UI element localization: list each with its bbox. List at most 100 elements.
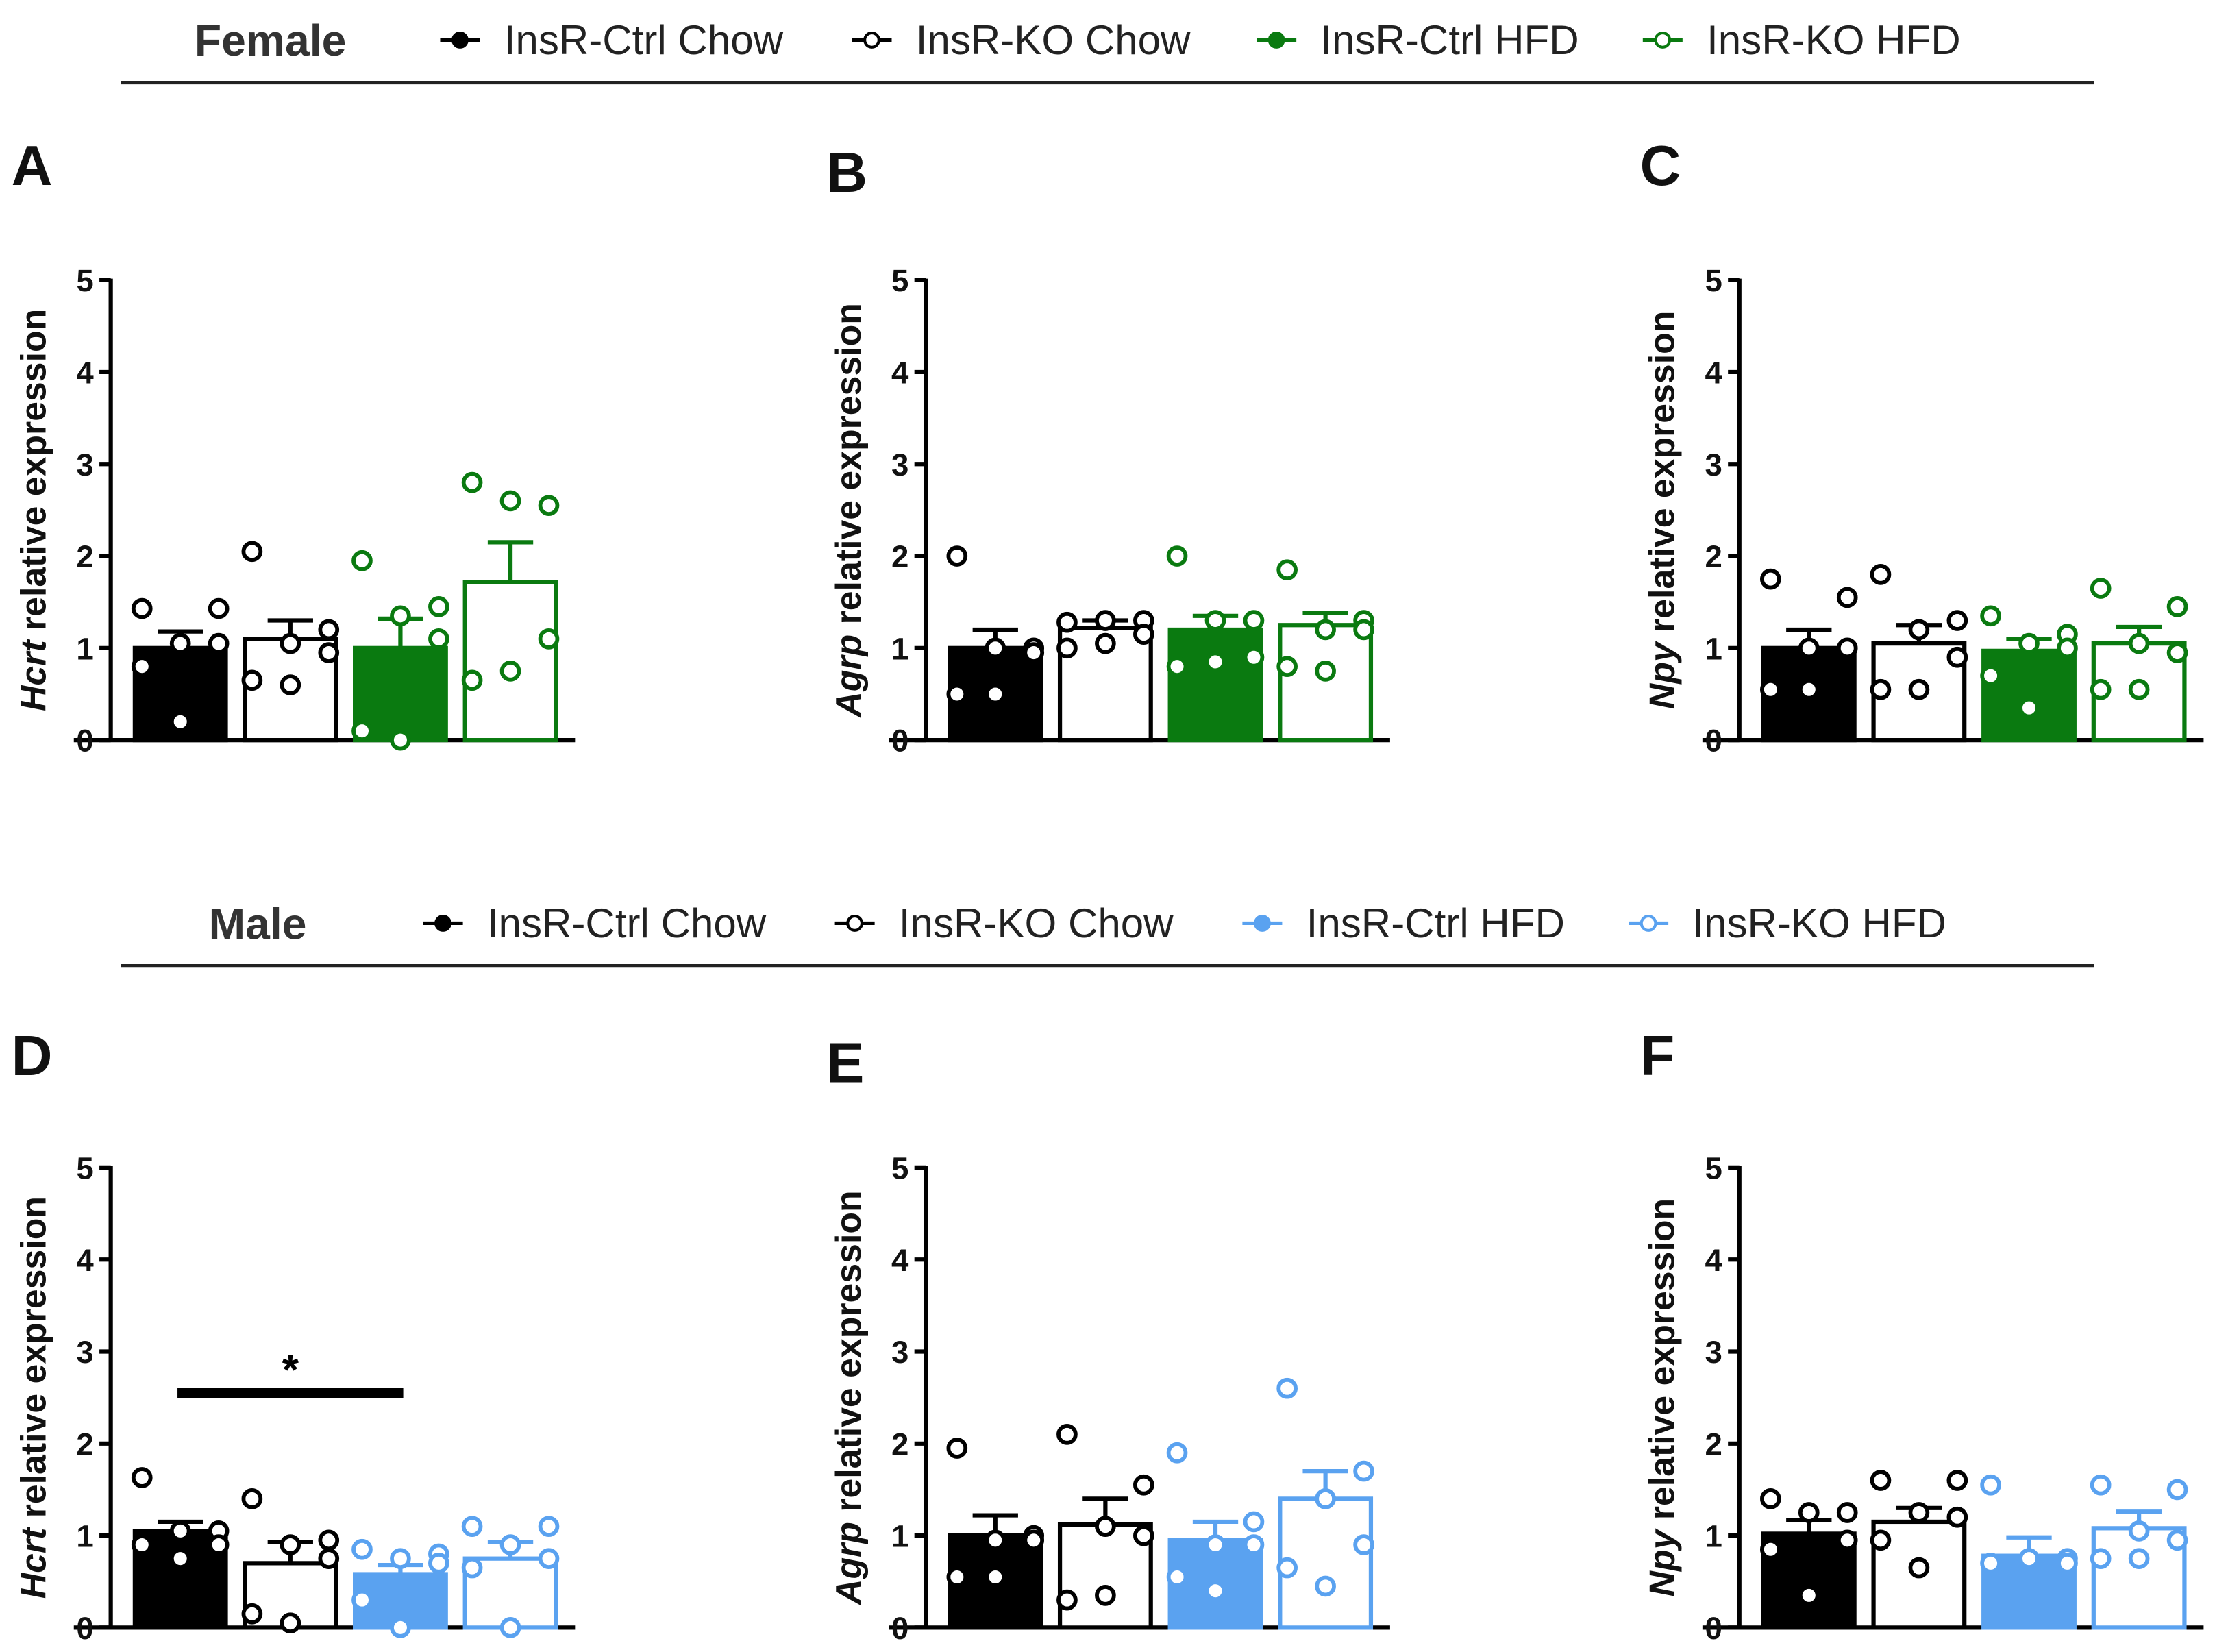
data-point [1980, 665, 2001, 687]
data-point [1908, 1502, 1930, 1523]
data-point [985, 637, 1006, 659]
significance-label: * [282, 1347, 299, 1394]
data-point [390, 1617, 411, 1638]
data-point [1870, 1529, 1892, 1551]
bar-group [131, 597, 230, 743]
y-tick-label: 3 [76, 447, 93, 482]
data-point [1798, 678, 1820, 700]
bar-group [1870, 1470, 1968, 1630]
panel-letter: A [12, 134, 53, 197]
data-point [2090, 1474, 2112, 1496]
data-point [1243, 610, 1265, 631]
data-point [280, 1612, 301, 1634]
y-tick-label: 5 [76, 1151, 93, 1186]
data-point [461, 471, 483, 493]
data-point [1023, 1529, 1045, 1551]
bar-group [241, 1488, 340, 1634]
panel-f: F Npy relative expression 0 1 2 3 4 5 [1640, 1024, 2204, 1646]
bar-group [351, 1538, 449, 1638]
data-point [428, 1553, 449, 1574]
data-point [1759, 1488, 1781, 1509]
data-point [946, 1566, 968, 1588]
data-point [318, 642, 340, 663]
bar-group [1759, 568, 1858, 743]
data-point [461, 669, 483, 691]
y-tick-label: 2 [76, 539, 93, 574]
data-point [2128, 678, 2150, 700]
legend-marker [1654, 31, 1672, 49]
data-point [1759, 568, 1781, 590]
data-point [538, 495, 560, 517]
data-point [131, 656, 153, 678]
legend-item-label: InsR-Ctrl Chow [487, 900, 767, 946]
legend-item-label: InsR-Ctrl Chow [504, 17, 784, 63]
data-point [208, 1534, 230, 1555]
legend-marker [863, 31, 880, 49]
data-point [1166, 545, 1188, 567]
y-axis-label: Agrp relative expression [828, 303, 868, 719]
y-tick-label: 5 [1705, 1151, 1722, 1186]
legend-item-label: InsR-KO HFD [1692, 900, 1946, 946]
data-point [131, 1467, 153, 1488]
y-tick-label: 1 [891, 631, 908, 666]
legend-sex-label: Female [195, 16, 346, 65]
data-point [1870, 1470, 1892, 1491]
data-point [1798, 637, 1820, 659]
panel-e: E Agrp relative expression 0 1 2 3 4 5 [826, 1031, 1390, 1646]
legend-item-label: InsR-KO HFD [1707, 17, 1961, 63]
gene-name: Agrp [828, 634, 868, 719]
bar-group [2090, 578, 2188, 743]
y-tick-label: 1 [76, 1519, 93, 1554]
data-point [1133, 624, 1154, 645]
y-tick-label: 3 [1705, 1335, 1722, 1370]
data-point [280, 674, 301, 695]
data-point [1353, 1534, 1374, 1555]
panel-letter: D [12, 1024, 53, 1087]
bar-group [1276, 1377, 1374, 1630]
legend-marker [846, 915, 864, 932]
data-point [1243, 646, 1265, 668]
y-tick-label: 3 [891, 447, 908, 482]
y-tick-label: 0 [76, 724, 93, 759]
data-point [241, 669, 263, 691]
y-tick-label: 1 [1705, 631, 1722, 666]
data-point [1946, 610, 1968, 631]
y-label-suffix: relative expression [13, 1196, 53, 1528]
bar [1278, 623, 1374, 743]
y-label-suffix: relative expression [1642, 1198, 1681, 1530]
y-tick-label: 0 [891, 724, 908, 759]
gene-name: Npy [1642, 1528, 1681, 1596]
data-point [499, 1617, 521, 1638]
legend-marker [451, 31, 469, 49]
y-tick-label: 4 [891, 1243, 909, 1278]
data-point [1836, 637, 1858, 659]
panel-letter: C [1640, 134, 1681, 197]
data-point [1133, 1525, 1154, 1546]
data-point [1095, 1516, 1116, 1538]
gene-name: Agrp [828, 1522, 868, 1606]
data-point [1759, 1538, 1781, 1560]
y-tick-label: 1 [76, 631, 93, 666]
data-point [946, 545, 968, 567]
y-tick-label: 2 [1705, 1427, 1722, 1462]
panel-d: D Hcrt relative expression 0 1 2 3 4 5 * [12, 1024, 576, 1646]
data-point [2166, 1529, 2188, 1551]
bar-group [461, 1516, 560, 1638]
y-tick-label: 1 [891, 1519, 908, 1554]
y-axis-label: Agrp relative expression [828, 1190, 868, 1606]
y-tick-label: 0 [76, 1611, 93, 1646]
y-tick-label: 4 [891, 356, 909, 391]
data-point [1166, 656, 1188, 678]
data-point [1095, 632, 1116, 654]
legend-marker [1639, 915, 1657, 932]
y-tick-label: 1 [1705, 1519, 1722, 1554]
y-tick-label: 5 [891, 263, 908, 298]
y-tick-label: 2 [76, 1427, 93, 1462]
legend-item-label: InsR-KO Chow [899, 900, 1174, 946]
y-tick-label: 4 [76, 356, 94, 391]
y-label-suffix: relative expression [13, 309, 53, 641]
data-point [1946, 646, 1968, 668]
y-tick-label: 2 [891, 1427, 908, 1462]
bar-group [351, 550, 449, 751]
panel-letter: B [826, 140, 867, 204]
